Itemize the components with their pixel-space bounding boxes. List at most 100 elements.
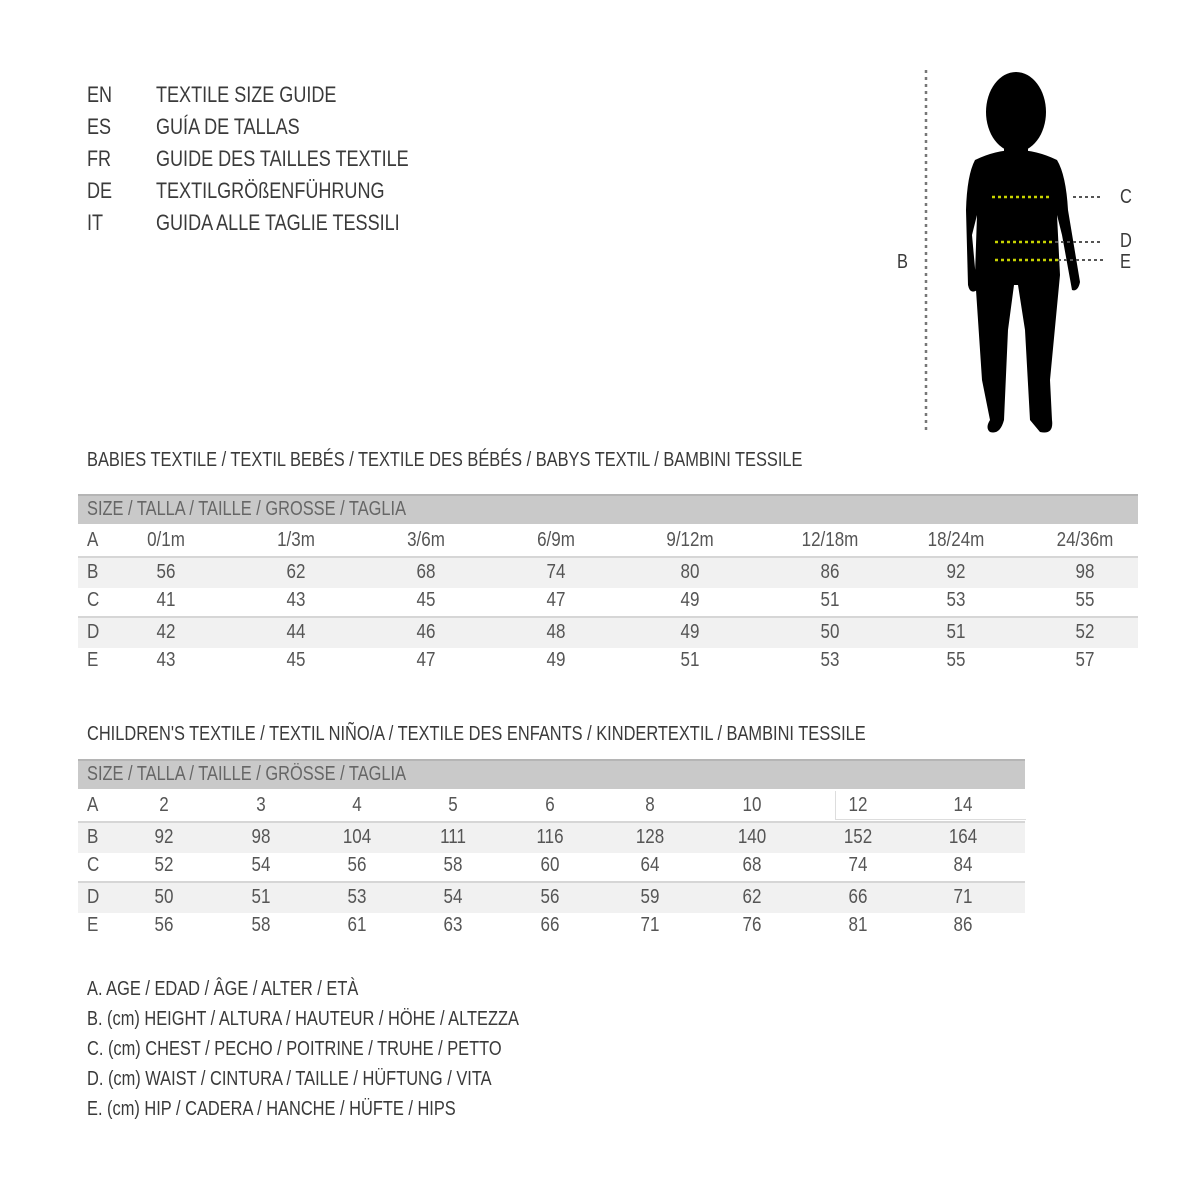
table-cell: 59 <box>640 886 660 908</box>
table-cell: 98 <box>1075 561 1095 583</box>
table-cell: 5 <box>448 794 458 816</box>
table-cell: 56 <box>154 914 174 936</box>
table-cell: 60 <box>540 854 560 876</box>
title-text: TEXTILE SIZE GUIDE <box>156 82 337 107</box>
title-lang-code: DE <box>87 178 113 203</box>
legend-item: D. (cm) WAIST / CINTURA / TAILLE / HÜFTU… <box>87 1068 492 1090</box>
row-label: A <box>87 529 99 551</box>
table-cell: 48 <box>546 621 566 643</box>
table-cell: 55 <box>946 649 966 671</box>
table-cell: 42 <box>156 621 176 643</box>
table-cell: 10 <box>742 794 762 816</box>
table-row: D 50 51 53 54 56 59 62 66 71 <box>78 881 1025 913</box>
table-cell: 66 <box>848 886 868 908</box>
table-cell: 12/18m <box>801 529 859 551</box>
table-cell: 54 <box>443 886 463 908</box>
height-label: B <box>897 251 908 273</box>
title-lang-code: IT <box>87 210 104 235</box>
table-cell: 68 <box>416 561 436 583</box>
table-cell: 47 <box>546 589 566 611</box>
table-cell: 56 <box>156 561 176 583</box>
table-cell: 76 <box>742 914 762 936</box>
table-cell: 111 <box>440 826 466 848</box>
table-cell: 52 <box>1075 621 1095 643</box>
table-row: D 42 44 46 48 49 50 51 52 <box>78 616 1138 648</box>
table-cell: 8 <box>645 794 655 816</box>
table-cell: 46 <box>416 621 436 643</box>
row-label: E <box>87 914 99 936</box>
table-row: B 92 98 104 111 116 128 140 152 164 <box>78 821 1025 853</box>
table-cell: 45 <box>286 649 306 671</box>
table-cell: 6 <box>545 794 555 816</box>
table-cell: 84 <box>953 854 973 876</box>
size-header-label: SIZE / TALLA / TAILLE / GRÖSSE / TAGLIA <box>87 763 407 785</box>
table-cell: 44 <box>286 621 306 643</box>
table-cell: 51 <box>820 589 840 611</box>
row-label: E <box>87 649 99 671</box>
table-cell: 71 <box>953 886 973 908</box>
legend-item: A. AGE / EDAD / ÂGE / ALTER / ETÀ <box>87 978 359 1000</box>
table-cell: 74 <box>546 561 566 583</box>
table-cell: 56 <box>540 886 560 908</box>
table-cell: 92 <box>154 826 174 848</box>
table-cell: 104 <box>342 826 372 848</box>
table-cell: 2 <box>159 794 169 816</box>
table-cell: 53 <box>946 589 966 611</box>
table-row: C 52 54 56 58 60 64 68 74 84 <box>78 851 1025 881</box>
size-header-row: SIZE / TALLA / TAILLE / GRÖSSE / TAGLIA <box>78 759 1025 789</box>
title-lang-code: ES <box>87 114 112 139</box>
table-cell: 98 <box>251 826 271 848</box>
table-cell: 49 <box>680 621 700 643</box>
table-cell: 86 <box>820 561 840 583</box>
table-row: E 43 45 47 49 51 53 55 57 <box>78 646 1138 676</box>
table-cell: 62 <box>286 561 306 583</box>
table-cell: 53 <box>347 886 367 908</box>
table-cell: 12 <box>848 794 868 816</box>
table-cell: 51 <box>946 621 966 643</box>
table-row: C 41 43 45 47 49 51 53 55 <box>78 586 1138 616</box>
table-cell: 57 <box>1075 649 1095 671</box>
row-label: B <box>87 826 99 848</box>
title-lang-code: EN <box>87 82 113 107</box>
table-cell: 71 <box>640 914 660 936</box>
table-cell: 56 <box>347 854 367 876</box>
table-row: E 56 58 61 63 66 71 76 81 86 <box>78 911 1025 941</box>
table-cell: 128 <box>635 826 665 848</box>
table-cell: 14 <box>953 794 973 816</box>
title-text: TEXTILGRÖßENFÜHRUNG <box>156 178 385 203</box>
table-cell: 61 <box>347 914 367 936</box>
table-cell: 0/1m <box>147 529 185 551</box>
table-cell: 116 <box>536 826 564 848</box>
table-cell: 62 <box>742 886 762 908</box>
table-cell: 47 <box>416 649 436 671</box>
table-cell: 24/36m <box>1056 529 1114 551</box>
table-cell: 64 <box>640 854 660 876</box>
silhouette-icon <box>966 72 1080 433</box>
table-cell: 49 <box>546 649 566 671</box>
chest-label: C <box>1120 186 1132 208</box>
table-cell: 55 <box>1075 589 1095 611</box>
table-cell: 53 <box>820 649 840 671</box>
table-cell: 1/3m <box>277 529 315 551</box>
table-cell: 152 <box>843 826 873 848</box>
table-cell: 92 <box>946 561 966 583</box>
table-cell: 80 <box>680 561 700 583</box>
table-cell: 50 <box>154 886 174 908</box>
row-label: A <box>87 794 99 816</box>
table-cell: 6/9m <box>537 529 575 551</box>
table-cell: 58 <box>443 854 463 876</box>
table-cell: 50 <box>820 621 840 643</box>
table-cell: 43 <box>286 589 306 611</box>
title-text: GUIDA ALLE TAGLIE TESSILI <box>156 210 400 235</box>
table-cell: 74 <box>848 854 868 876</box>
table-row: A 2 3 4 5 6 8 10 12 14 <box>78 791 1025 821</box>
table-cell: 164 <box>948 826 978 848</box>
table-cell: 9/12m <box>666 529 714 551</box>
table-cell: 51 <box>680 649 700 671</box>
table-cell: 68 <box>742 854 762 876</box>
size-header-label: SIZE / TALLA / TAILLE / GROSSE / TAGLIA <box>87 498 407 520</box>
table-cell: 58 <box>251 914 271 936</box>
table-cell: 3 <box>256 794 266 816</box>
table-cell: 4 <box>352 794 362 816</box>
table-row: B 56 62 68 74 80 86 92 98 <box>78 556 1138 588</box>
